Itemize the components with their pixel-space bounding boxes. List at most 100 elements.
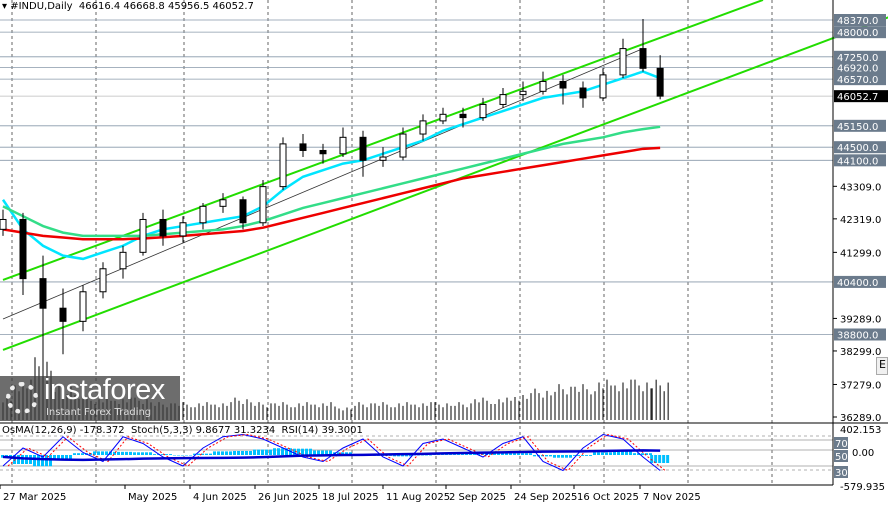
side-tab[interactable]: E [876,357,888,375]
osma-bar [297,448,300,455]
osma-bar [225,451,228,455]
osma-bar [281,448,284,455]
osma-bar [309,448,312,455]
osma-bar [553,455,556,458]
osma-bar [293,448,296,455]
osma-bar [97,451,100,455]
osma-bar [17,455,20,464]
osma-bar [313,450,316,455]
osma-bar [117,451,120,455]
osma-bar [513,453,516,455]
x-tick-label: 11 Aug 2025 [386,492,450,503]
osma-bar [45,455,48,467]
y-tick-label: 43309.0 [840,182,881,193]
osma-bar [529,453,532,455]
osma-bar [301,448,304,455]
candle-body [39,278,47,309]
candle-body [219,199,227,207]
y-tick-label: 36289.0 [840,413,881,424]
candle-body [279,143,287,188]
channel-mid [2,48,644,320]
osma-bar [525,453,528,455]
osma-bar [654,455,658,464]
osma-bar [257,449,260,455]
stoch-signal-line [7,433,666,472]
level-label: 38800.0 [837,330,878,341]
candle-body [19,218,27,280]
candle-body [299,143,307,151]
osma-bar [601,452,604,455]
osc-level-label: 50 [835,452,848,463]
level-label-bg [834,73,886,86]
osma-bar [650,455,654,464]
candle-body [319,149,327,155]
osma-bar [205,453,208,455]
candle-body [79,291,87,322]
level-label-bg [834,50,886,63]
osma-bar [581,455,584,456]
osma-bar [149,452,152,455]
osma-bar [105,451,108,455]
osma-bar [237,450,240,455]
osma-bar [165,454,168,455]
osma-bar [329,450,332,455]
osma-bar [253,449,256,455]
osma-bar [605,452,608,455]
osma-bar [197,453,200,455]
osma-bar [337,452,340,455]
level-label: 47250.0 [837,53,878,64]
osma-bar [141,452,144,455]
osma-bar [666,455,670,464]
y-tick-label: 37279.0 [840,380,881,391]
x-tick-label: 16 Oct 2025 [577,492,639,503]
level-label: 40400.0 [837,278,878,289]
osma-bar [445,454,448,455]
osma-bar [53,455,56,461]
osma-bar [321,450,324,455]
osma-bar [129,451,132,455]
osma-bar [629,450,632,455]
level-label: 44100.0 [837,156,878,167]
osma-bar [449,454,452,455]
candle-body [519,90,527,96]
osma-bar [569,455,572,458]
candle-body [639,48,647,69]
osma-bar [589,455,592,456]
osma-bar [405,455,408,457]
level-label-bg [834,61,886,74]
osma-bar [533,455,536,457]
candle-body [479,103,487,119]
osma-bar [133,452,136,455]
osma-bar [193,453,196,455]
level-label: 48370.0 [837,16,878,27]
x-tick-label: 26 Jun 2025 [258,492,318,503]
osc-level-bg [834,437,848,449]
candle-body [656,67,664,97]
osc-level-label: 30 [835,468,848,479]
symbol: #INDU,Daily [10,1,73,12]
osma-bar [541,455,544,457]
x-tick-label: 27 Mar 2025 [3,492,66,503]
osc-min-label: -579.935 [840,482,885,493]
current-price-label: 46052.7 [837,92,878,103]
osma-bar [221,451,224,455]
osc-level-bg [834,466,848,478]
indicator-label: OsMA(12,26,9) -178.372 Stoch(5,3,3) 9.86… [2,425,363,436]
osma-bar [113,451,116,455]
x-tick-label: 4 Jun 2025 [193,492,247,503]
level-label-bg [834,275,886,288]
osma-bar [65,455,68,461]
osma-bar [561,455,564,458]
osma-bar [565,455,568,458]
rsi-line [2,449,661,462]
y-tick-label: 39289.0 [840,314,881,325]
level-label-bg [834,141,886,154]
osma-bar [409,455,412,457]
osma-bar [61,455,64,461]
osma-bar [261,449,264,455]
time-axis: 27 Mar 2025 May 2025 4 Jun 2025 26 Jun 2025… [0,485,701,503]
osma-bar [145,452,148,455]
osma-bar [137,452,140,455]
osma-bar [161,454,164,455]
